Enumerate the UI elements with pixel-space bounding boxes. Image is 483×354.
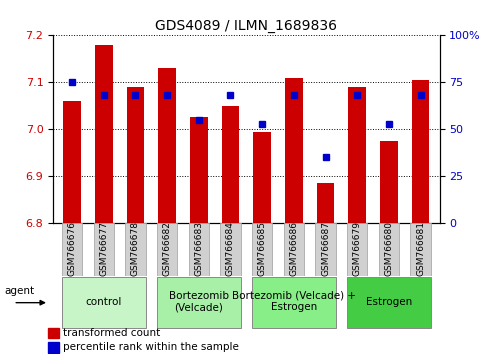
- Text: GSM766686: GSM766686: [289, 221, 298, 276]
- Text: GSM766677: GSM766677: [99, 221, 108, 276]
- Text: Bortezomib (Velcade) +
Estrogen: Bortezomib (Velcade) + Estrogen: [232, 291, 356, 313]
- Text: GSM766685: GSM766685: [257, 221, 267, 276]
- FancyBboxPatch shape: [188, 223, 209, 276]
- Text: transformed count: transformed count: [63, 328, 160, 338]
- Text: GSM766681: GSM766681: [416, 221, 425, 276]
- Text: GSM766679: GSM766679: [353, 221, 362, 276]
- Bar: [158, 68, 176, 223]
- Text: control: control: [85, 297, 122, 307]
- Bar: [348, 87, 366, 223]
- FancyBboxPatch shape: [315, 223, 336, 276]
- Bar: [47, 328, 58, 338]
- FancyBboxPatch shape: [410, 223, 431, 276]
- FancyBboxPatch shape: [157, 223, 177, 276]
- Text: GSM766683: GSM766683: [194, 221, 203, 276]
- FancyBboxPatch shape: [62, 277, 146, 328]
- Text: GSM766682: GSM766682: [163, 221, 171, 276]
- Bar: [222, 106, 239, 223]
- Text: percentile rank within the sample: percentile rank within the sample: [63, 342, 239, 352]
- Bar: [317, 183, 334, 223]
- Text: GSM766687: GSM766687: [321, 221, 330, 276]
- FancyBboxPatch shape: [347, 277, 431, 328]
- Bar: [190, 118, 208, 223]
- Text: agent: agent: [4, 286, 34, 296]
- Title: GDS4089 / ILMN_1689836: GDS4089 / ILMN_1689836: [156, 19, 337, 33]
- Bar: [47, 342, 58, 353]
- FancyBboxPatch shape: [252, 223, 272, 276]
- FancyBboxPatch shape: [94, 223, 114, 276]
- Text: GSM766680: GSM766680: [384, 221, 393, 276]
- FancyBboxPatch shape: [157, 277, 241, 328]
- Bar: [254, 132, 271, 223]
- Bar: [412, 80, 429, 223]
- FancyBboxPatch shape: [347, 223, 368, 276]
- Text: Bortezomib
(Velcade): Bortezomib (Velcade): [169, 291, 229, 313]
- Text: GSM766678: GSM766678: [131, 221, 140, 276]
- Bar: [95, 45, 113, 223]
- Text: GSM766676: GSM766676: [68, 221, 77, 276]
- Bar: [63, 101, 81, 223]
- Bar: [380, 141, 398, 223]
- FancyBboxPatch shape: [252, 277, 336, 328]
- Bar: [127, 87, 144, 223]
- Bar: [285, 78, 302, 223]
- FancyBboxPatch shape: [379, 223, 399, 276]
- FancyBboxPatch shape: [284, 223, 304, 276]
- Text: GSM766684: GSM766684: [226, 221, 235, 276]
- FancyBboxPatch shape: [62, 223, 83, 276]
- FancyBboxPatch shape: [125, 223, 146, 276]
- FancyBboxPatch shape: [220, 223, 241, 276]
- Text: Estrogen: Estrogen: [366, 297, 412, 307]
